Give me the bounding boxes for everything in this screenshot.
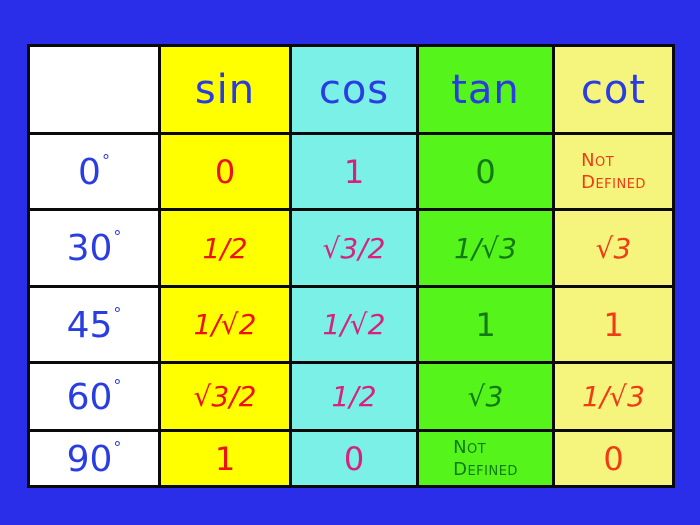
sin-value: 1/2	[202, 231, 248, 265]
cot-value-not-defined: Not Defined	[581, 149, 646, 193]
angle-cell: 60°	[30, 364, 158, 429]
cos-cell: 1/2	[292, 364, 416, 429]
cos-value: √3/2	[322, 231, 386, 265]
sin-cell: 1/√2	[161, 288, 289, 361]
cos-cell: √3/2	[292, 211, 416, 285]
cot-cell: Not Defined	[555, 135, 672, 208]
tan-value: 1/√3	[454, 231, 517, 265]
tan-cell: 1/√3	[419, 211, 552, 285]
cos-value: 0	[343, 439, 365, 478]
cot-value: 1/√3	[582, 380, 645, 413]
cot-cell: √3	[555, 211, 672, 285]
header-corner-cell	[30, 47, 158, 132]
angle-value: 0	[78, 151, 101, 193]
cos-value: 1/2	[331, 380, 377, 413]
sin-cell: 1	[161, 432, 289, 485]
sin-cell: √3/2	[161, 364, 289, 429]
trig-values-table: sin cos tan cot 0° 0 1 0 Not Defined 30° …	[27, 44, 675, 488]
sin-value: 0	[214, 152, 236, 191]
header-tan: tan	[419, 47, 552, 132]
tan-value: 0	[475, 152, 496, 191]
header-cos-label: cos	[318, 66, 390, 113]
tan-cell: 0	[419, 135, 552, 208]
header-cot: cot	[555, 47, 672, 132]
cos-cell: 1/√2	[292, 288, 416, 361]
header-cos: cos	[292, 47, 416, 132]
angle-value: 45	[66, 304, 113, 346]
sin-cell: 0	[161, 135, 289, 208]
cot-cell: 1/√3	[555, 364, 672, 429]
cot-value: √3	[595, 231, 632, 265]
cos-cell: 0	[292, 432, 416, 485]
cos-cell: 1	[292, 135, 416, 208]
angle-cell: 0°	[30, 135, 158, 208]
sin-value: 1/√2	[193, 308, 257, 341]
angle-value: 60	[66, 376, 113, 418]
cot-value: 1	[603, 305, 624, 344]
cos-value: 1	[343, 152, 365, 191]
degree-symbol: °	[101, 150, 110, 170]
angle-value: 30	[66, 228, 113, 269]
cot-cell: 1	[555, 288, 672, 361]
degree-symbol: °	[113, 437, 122, 457]
cot-value: 0	[603, 439, 624, 478]
header-cot-label: cot	[580, 66, 647, 113]
header-sin-label: sin	[194, 66, 256, 113]
tan-value: 1	[475, 305, 496, 344]
tan-value: √3	[467, 380, 504, 413]
tan-value-not-defined: Not Defined	[453, 436, 518, 480]
angle-cell: 90°	[30, 432, 158, 485]
degree-symbol: °	[113, 227, 122, 246]
sin-cell: 1/2	[161, 211, 289, 285]
tan-cell: Not Defined	[419, 432, 552, 485]
sin-value: √3/2	[193, 380, 257, 413]
sin-value: 1	[214, 439, 236, 478]
header-tan-label: tan	[451, 66, 520, 113]
angle-cell: 45°	[30, 288, 158, 361]
cot-cell: 0	[555, 432, 672, 485]
header-sin: sin	[161, 47, 289, 132]
cos-value: 1/√2	[322, 308, 386, 341]
degree-symbol: °	[113, 375, 122, 395]
tan-cell: 1	[419, 288, 552, 361]
angle-value: 90	[66, 438, 113, 480]
angle-cell: 30°	[30, 211, 158, 285]
degree-symbol: °	[113, 303, 122, 323]
tan-cell: √3	[419, 364, 552, 429]
